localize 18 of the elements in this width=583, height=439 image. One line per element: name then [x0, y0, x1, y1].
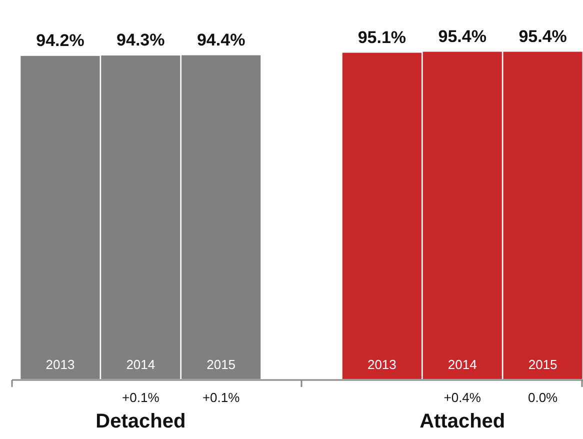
data-label: 94.3%	[116, 30, 165, 50]
x-tick-label: 2013	[367, 357, 396, 372]
text: +0.1%	[122, 390, 160, 406]
text: +0.4%	[444, 390, 482, 406]
data-label: 95.1%	[358, 28, 406, 47]
data-label: 94.4%	[196, 30, 246, 50]
text: 0.0%	[528, 390, 558, 406]
data-label: 94.2%	[36, 31, 84, 50]
text: +0.1%	[202, 390, 240, 406]
x-tick-label: 2015	[528, 357, 558, 372]
x-tick-label: 2014	[126, 357, 156, 372]
x-tick-label: 2013	[46, 357, 75, 372]
x-tick-label: 2014	[448, 357, 477, 372]
data-label: 95.4%	[438, 26, 486, 46]
text: Attached	[420, 410, 506, 433]
x-tick-label: 2015	[206, 357, 236, 372]
text: Detached	[96, 410, 186, 433]
data-label: 95.4%	[518, 26, 567, 46]
